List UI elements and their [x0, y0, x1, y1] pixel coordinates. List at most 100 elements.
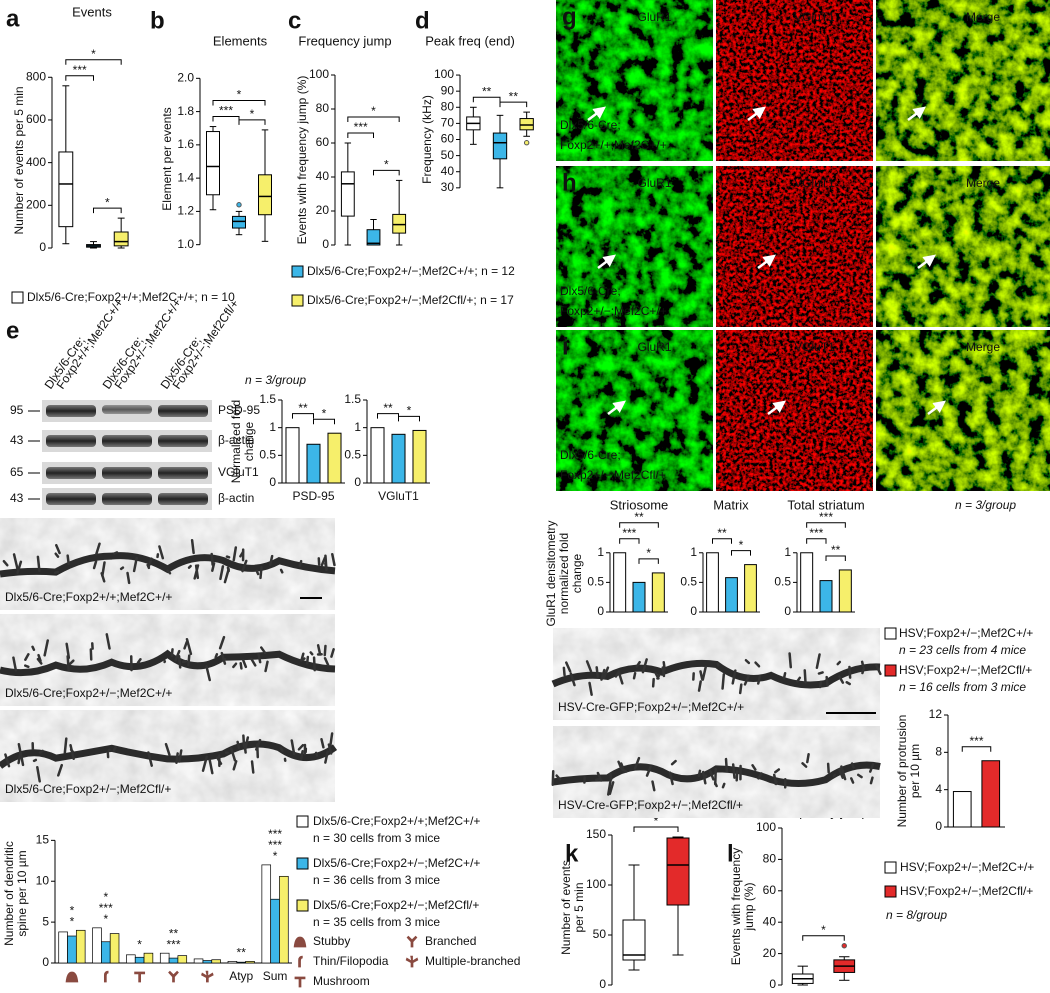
spine: [330, 648, 335, 658]
significance: *: [237, 88, 242, 102]
y-tick-label: 800: [26, 69, 46, 83]
panel-letter: b: [150, 7, 165, 34]
significance: *: [250, 107, 255, 121]
channel-label: Merge: [966, 340, 1000, 354]
significance: ***: [622, 526, 636, 540]
chart-header: n = 3/group: [245, 373, 306, 387]
mw-marker: 43: [10, 491, 24, 505]
outlier: [236, 202, 242, 208]
spine: [210, 552, 214, 566]
spine: [259, 566, 263, 580]
blot-band: [102, 493, 152, 505]
micrograph: [556, 166, 713, 327]
legend-note: n = 35 cells from 3 mice: [313, 915, 440, 929]
significance: *: [384, 158, 389, 172]
y-tick-label: 50: [593, 927, 607, 941]
y-label: GluR1 densitometry: [544, 520, 558, 626]
spine: [662, 661, 666, 671]
spine: [105, 633, 111, 650]
bar: [952, 791, 972, 828]
spine: [754, 661, 761, 668]
chart-title: Striosome: [610, 497, 669, 512]
spine: [323, 656, 330, 667]
spine: [54, 570, 60, 575]
spine: [31, 645, 36, 652]
spine: [256, 743, 260, 759]
spine: [218, 635, 226, 650]
blot-band: [158, 493, 208, 505]
bar: [126, 954, 136, 964]
legend-label: Dlx5/6-Cre;Foxp2+/−;Mef2C+/+; n = 12: [307, 264, 515, 278]
spine: [817, 671, 824, 675]
image-label: Dlx5/6-Cre;Foxp2+/−;Mef2C+/+: [5, 686, 172, 700]
spine-shape: [103, 970, 109, 983]
spine-icon: [65, 971, 79, 983]
y-label: Events with frequency jump (%): [295, 76, 309, 245]
genotype-label: Foxp2+/−;Mef2Cfl/+: [560, 468, 666, 482]
box: [366, 229, 381, 246]
legend-swatch: [291, 265, 304, 278]
spine: [255, 569, 260, 576]
spine: [312, 656, 316, 672]
panel-letter: a: [6, 5, 20, 32]
spine: [36, 765, 41, 783]
spine: [57, 763, 64, 777]
y-tick-label: 0.5: [680, 575, 697, 589]
spine: [594, 777, 602, 782]
bar: [632, 581, 646, 613]
outlier: [523, 140, 530, 146]
significance: ***: [969, 734, 983, 748]
spine: [782, 671, 787, 680]
spine: [716, 662, 720, 667]
spine: [661, 666, 666, 678]
legend-swatch: [296, 815, 309, 828]
y-tick-label: 0.5: [774, 575, 791, 589]
channel-label: Merge: [966, 10, 1000, 24]
legend-note: n = 30 cells from 3 mice: [313, 831, 440, 845]
spine: [595, 666, 599, 678]
bar: [306, 443, 321, 484]
spine: [796, 676, 802, 683]
significance-bracket: [65, 59, 122, 65]
bar: [706, 552, 719, 613]
y-tick-label: 600: [26, 112, 46, 126]
spine: [668, 771, 674, 786]
x-tick-label: Sum: [263, 969, 288, 983]
spine: [101, 561, 106, 577]
spine: [329, 732, 334, 747]
spine: [2, 559, 9, 567]
x-label: VGluT1: [378, 489, 419, 503]
arrow: [927, 400, 946, 415]
spine: [731, 763, 736, 779]
spine-type-label: Branched: [425, 934, 476, 948]
legend-note: n = 36 cells from 3 mice: [313, 873, 440, 887]
spine: [232, 546, 238, 562]
legend-label: Dlx5/6-Cre;Foxp2+/−;Mef2Cfl/+; n = 17: [307, 293, 514, 307]
spine: [651, 780, 656, 792]
significance-bracket: [825, 555, 846, 561]
chart-title: Total striatum: [787, 497, 864, 512]
y-tick-label: 60: [763, 883, 777, 897]
significance: **: [717, 526, 727, 540]
spine: [621, 768, 628, 773]
spine: [242, 734, 246, 748]
significance: *: [70, 903, 75, 917]
spine: [635, 660, 641, 668]
spine: [818, 680, 823, 689]
spine: [43, 639, 49, 657]
spine: [832, 773, 837, 778]
blot-band: [158, 467, 208, 479]
spine: [243, 736, 250, 751]
spine: [836, 660, 842, 666]
spine: [860, 660, 865, 668]
y-tick-label: 1.8: [177, 104, 194, 118]
significance: ***: [809, 526, 823, 540]
spine: [147, 751, 154, 767]
y-tick-label: 60: [316, 135, 330, 149]
outlier: [841, 943, 847, 949]
spine: [309, 651, 314, 656]
spine: [183, 640, 188, 650]
significance: *: [103, 890, 108, 904]
spine: [569, 672, 576, 687]
micrograph: [716, 166, 873, 327]
